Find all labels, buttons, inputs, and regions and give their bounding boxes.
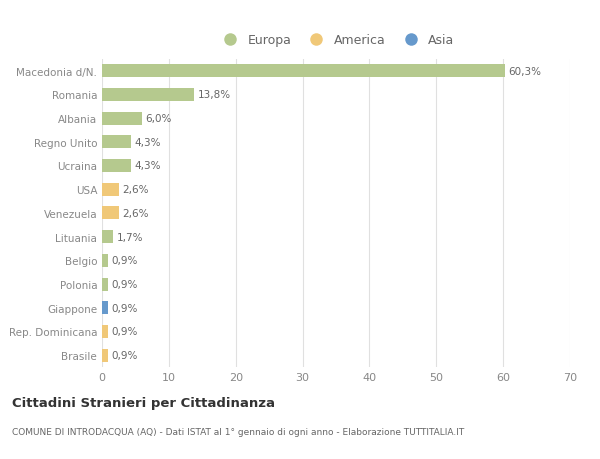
Legend: Europa, America, Asia: Europa, America, Asia — [212, 29, 460, 52]
Bar — [102, 65, 505, 78]
Bar — [102, 183, 119, 196]
Text: 0,9%: 0,9% — [112, 280, 138, 289]
Bar — [102, 136, 131, 149]
Text: 60,3%: 60,3% — [508, 67, 541, 77]
Text: 0,9%: 0,9% — [112, 303, 138, 313]
Bar — [102, 254, 108, 267]
Bar — [102, 230, 113, 244]
Text: 0,9%: 0,9% — [112, 256, 138, 266]
Bar — [102, 349, 108, 362]
Text: 13,8%: 13,8% — [197, 90, 231, 100]
Bar — [102, 302, 108, 314]
Text: 0,9%: 0,9% — [112, 327, 138, 337]
Text: COMUNE DI INTRODACQUA (AQ) - Dati ISTAT al 1° gennaio di ogni anno - Elaborazion: COMUNE DI INTRODACQUA (AQ) - Dati ISTAT … — [12, 427, 464, 436]
Text: Cittadini Stranieri per Cittadinanza: Cittadini Stranieri per Cittadinanza — [12, 396, 275, 409]
Bar — [102, 278, 108, 291]
Text: 0,9%: 0,9% — [112, 350, 138, 360]
Bar — [102, 89, 194, 101]
Text: 6,0%: 6,0% — [145, 114, 172, 124]
Bar — [102, 112, 142, 125]
Text: 2,6%: 2,6% — [123, 208, 149, 218]
Text: 1,7%: 1,7% — [117, 232, 143, 242]
Text: 2,6%: 2,6% — [123, 185, 149, 195]
Text: 4,3%: 4,3% — [134, 161, 161, 171]
Bar — [102, 160, 131, 173]
Bar — [102, 207, 119, 220]
Text: 4,3%: 4,3% — [134, 138, 161, 147]
Bar — [102, 325, 108, 338]
